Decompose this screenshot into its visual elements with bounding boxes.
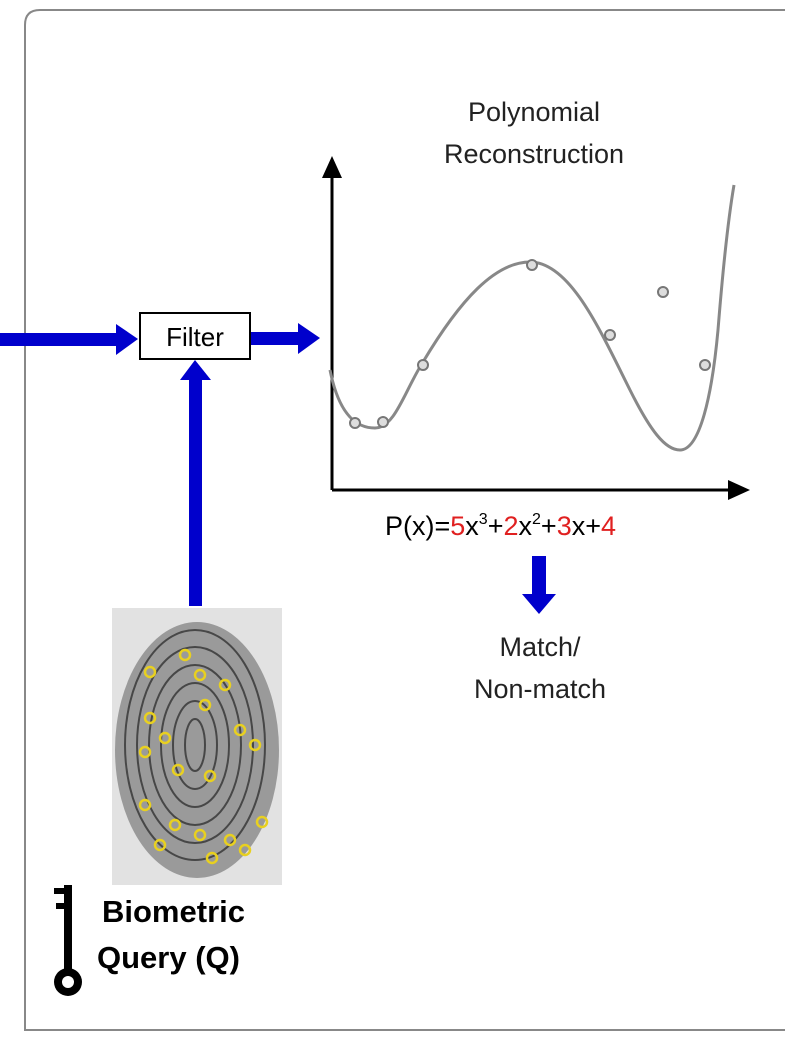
result-line: Match/: [499, 632, 581, 662]
title-line: Reconstruction: [444, 139, 624, 169]
equation-sup: 3: [479, 511, 488, 528]
equation-plain: P(x)=: [385, 511, 450, 541]
equation-sup: 2: [532, 511, 541, 528]
equation-plain: +: [541, 511, 557, 541]
key-icon: [54, 885, 82, 996]
query-line: Biometric: [102, 894, 245, 929]
title-line: Polynomial: [468, 97, 600, 127]
equation-coef: 4: [601, 511, 616, 541]
plot: [322, 156, 750, 500]
query-line: Query (Q): [97, 940, 240, 975]
equation-plain: x: [519, 511, 533, 541]
filter-label: Filter: [166, 322, 224, 352]
equation-coef: 3: [557, 511, 572, 541]
equation-coef: 2: [503, 511, 518, 541]
equation-plain: +: [488, 511, 504, 541]
equation: P(x)=5x3+2x2+3x+4: [385, 511, 616, 541]
equation-plain: x+: [572, 511, 601, 541]
flow-arrows: [0, 323, 556, 614]
equation-coef: 5: [450, 511, 465, 541]
diagram: Filter Polynomial Reconstruction P(x)=5x…: [0, 0, 785, 1037]
result-line: Non-match: [474, 674, 606, 704]
fingerprint: [112, 608, 282, 885]
equation-plain: x: [465, 511, 479, 541]
